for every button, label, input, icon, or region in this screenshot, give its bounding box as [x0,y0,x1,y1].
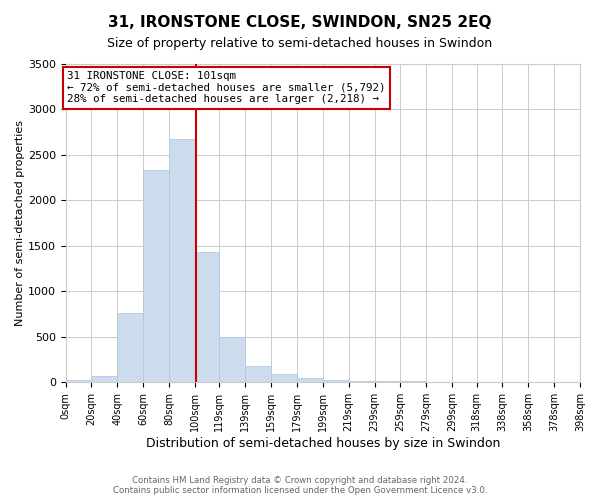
Bar [220,337,245,382]
Bar [349,380,374,382]
Bar [65,380,91,382]
Text: Size of property relative to semi-detached houses in Swindon: Size of property relative to semi-detach… [107,38,493,51]
Bar [271,374,297,382]
Text: 31, IRONSTONE CLOSE, SWINDON, SN25 2EQ: 31, IRONSTONE CLOSE, SWINDON, SN25 2EQ [108,15,492,30]
Bar [143,170,169,382]
Y-axis label: Number of semi-detached properties: Number of semi-detached properties [15,120,25,326]
Bar [374,381,400,382]
Bar [169,138,195,382]
Bar [323,380,349,382]
Bar [91,376,118,382]
Bar [195,252,220,382]
Bar [118,313,143,382]
Text: Contains HM Land Registry data © Crown copyright and database right 2024.
Contai: Contains HM Land Registry data © Crown c… [113,476,487,495]
Bar [245,366,271,382]
Bar [297,378,323,382]
X-axis label: Distribution of semi-detached houses by size in Swindon: Distribution of semi-detached houses by … [146,437,500,450]
Text: 31 IRONSTONE CLOSE: 101sqm
← 72% of semi-detached houses are smaller (5,792)
28%: 31 IRONSTONE CLOSE: 101sqm ← 72% of semi… [67,72,385,104]
